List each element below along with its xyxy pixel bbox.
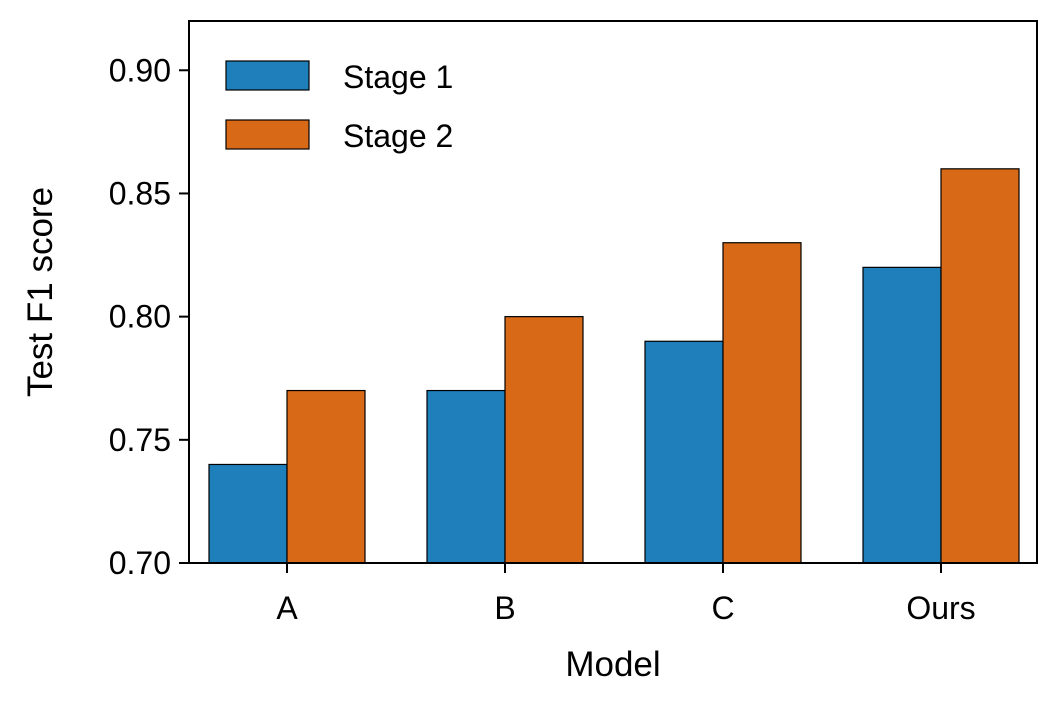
bar-stage-1-ours <box>862 266 942 564</box>
y-tick-label: 0.85 <box>109 175 171 211</box>
x-tick-label-c: C <box>711 590 734 626</box>
y-axis-ticks: 0.70 0.75 0.80 0.85 0.90 <box>109 52 189 581</box>
x-tick-label-a: A <box>276 590 298 626</box>
legend-label-stage-2: Stage 2 <box>343 118 453 154</box>
plot-frame <box>188 20 1038 564</box>
bars-layer <box>208 168 1020 564</box>
legend-swatch-stage-2 <box>225 119 310 150</box>
x-tick-label-ours: Ours <box>906 590 975 626</box>
legend: Stage 1 Stage 2 <box>225 59 453 154</box>
bar-stage-1-a <box>208 463 288 564</box>
bar-stage-2-b <box>504 316 584 564</box>
legend-swatch-stage-1 <box>225 60 310 91</box>
x-axis-label: Model <box>565 645 660 684</box>
y-tick-label: 0.80 <box>109 299 171 335</box>
y-axis-label: Test F1 score <box>21 187 60 397</box>
bar-stage-1-b <box>426 389 506 564</box>
bar-stage-2-a <box>286 389 366 564</box>
y-tick-label: 0.70 <box>109 545 171 581</box>
y-tick-label: 0.90 <box>109 52 171 88</box>
bar-stage-2-c <box>722 242 802 564</box>
legend-label-stage-1: Stage 1 <box>343 59 453 95</box>
x-axis-ticks: A B C Ours <box>276 563 976 626</box>
y-tick-label: 0.75 <box>109 422 171 458</box>
bar-stage-2-ours <box>940 168 1020 564</box>
bar-stage-1-c <box>644 340 724 564</box>
x-tick-label-b: B <box>494 590 515 626</box>
